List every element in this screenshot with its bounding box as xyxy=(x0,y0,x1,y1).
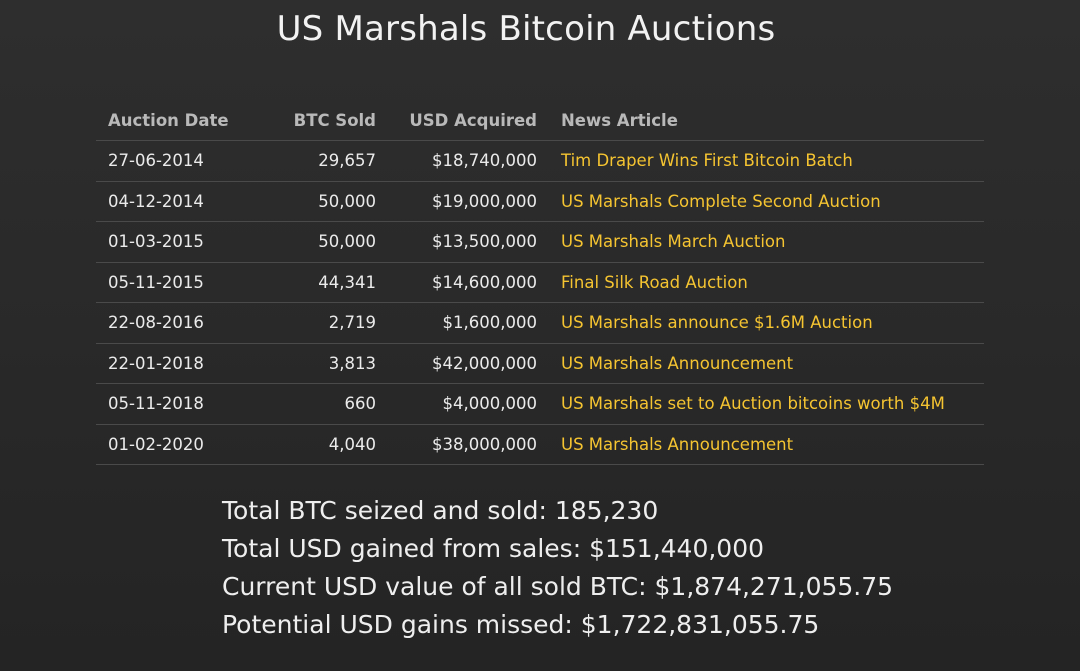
table-row: 05-11-2015 44,341 $14,600,000 Final Silk… xyxy=(96,262,984,303)
usd-acquired-cell: $19,000,000 xyxy=(388,181,549,222)
btc-sold-cell: 2,719 xyxy=(260,302,388,344)
usd-acquired-cell: $13,500,000 xyxy=(388,221,549,263)
table-row: 05-11-2018 660 $4,000,000 US Marshals se… xyxy=(96,383,984,425)
btc-sold-cell: 4,040 xyxy=(260,424,388,465)
news-article-link[interactable]: US Marshals Announcement xyxy=(561,353,794,373)
table-row: 04-12-2014 50,000 $19,000,000 US Marshal… xyxy=(96,181,984,222)
btc-sold-cell: 29,657 xyxy=(260,140,388,182)
missed-gains-summary: Potential USD gains missed: $1,722,831,0… xyxy=(222,610,820,639)
news-article-link[interactable]: US Marshals March Auction xyxy=(561,232,786,252)
usd-acquired-cell: $38,000,000 xyxy=(388,424,549,465)
usd-acquired-cell: $42,000,000 xyxy=(388,343,549,384)
usd-acquired-cell: $4,000,000 xyxy=(388,383,549,425)
column-header-news-article: News Article xyxy=(549,100,984,141)
table-row: 22-01-2018 3,813 $42,000,000 US Marshals… xyxy=(96,343,984,384)
column-header-btc-sold: BTC Sold xyxy=(260,100,388,141)
auction-date-cell: 22-08-2016 xyxy=(96,302,260,344)
auctions-table: Auction Date BTC Sold USD Acquired News … xyxy=(96,100,984,465)
auction-date-cell: 22-01-2018 xyxy=(96,343,260,384)
usd-acquired-cell: $18,740,000 xyxy=(388,140,549,182)
auction-date-cell: 05-11-2015 xyxy=(96,262,260,303)
auction-date-cell: 01-03-2015 xyxy=(96,221,260,263)
news-article-link[interactable]: Final Silk Road Auction xyxy=(561,272,748,292)
table-header-row: Auction Date BTC Sold USD Acquired News … xyxy=(96,100,984,141)
page-title: US Marshals Bitcoin Auctions xyxy=(276,9,776,49)
btc-sold-cell: 44,341 xyxy=(260,262,388,303)
total-btc-summary: Total BTC seized and sold: 185,230 xyxy=(222,496,659,525)
usd-acquired-cell: $1,600,000 xyxy=(388,302,549,344)
news-article-link[interactable]: US Marshals Announcement xyxy=(561,434,794,454)
table-row: 01-03-2015 50,000 $13,500,000 US Marshal… xyxy=(96,221,984,263)
news-article-link[interactable]: US Marshals set to Auction bitcoins wort… xyxy=(561,394,945,414)
table-row: 22-08-2016 2,719 $1,600,000 US Marshals … xyxy=(96,302,984,344)
auction-date-cell: 27-06-2014 xyxy=(96,140,260,182)
btc-sold-cell: 660 xyxy=(260,383,388,425)
summary-block: Total BTC seized and sold: 185,230 Total… xyxy=(222,492,893,644)
table-row: 27-06-2014 29,657 $18,740,000 Tim Draper… xyxy=(96,140,984,182)
btc-sold-cell: 3,813 xyxy=(260,343,388,384)
auction-date-cell: 04-12-2014 xyxy=(96,181,260,222)
btc-sold-cell: 50,000 xyxy=(260,181,388,222)
news-article-link[interactable]: US Marshals announce $1.6M Auction xyxy=(561,313,873,333)
news-article-link[interactable]: US Marshals Complete Second Auction xyxy=(561,191,881,211)
total-usd-summary: Total USD gained from sales: $151,440,00… xyxy=(222,534,765,563)
current-value-summary: Current USD value of all sold BTC: $1,87… xyxy=(222,572,894,601)
btc-sold-cell: 50,000 xyxy=(260,221,388,263)
column-header-auction-date: Auction Date xyxy=(96,100,260,141)
column-header-usd-acquired: USD Acquired xyxy=(388,100,549,141)
auction-date-cell: 05-11-2018 xyxy=(96,383,260,425)
usd-acquired-cell: $14,600,000 xyxy=(388,262,549,303)
news-article-link[interactable]: Tim Draper Wins First Bitcoin Batch xyxy=(561,151,853,171)
table-row: 01-02-2020 4,040 $38,000,000 US Marshals… xyxy=(96,424,984,465)
auction-date-cell: 01-02-2020 xyxy=(96,424,260,465)
